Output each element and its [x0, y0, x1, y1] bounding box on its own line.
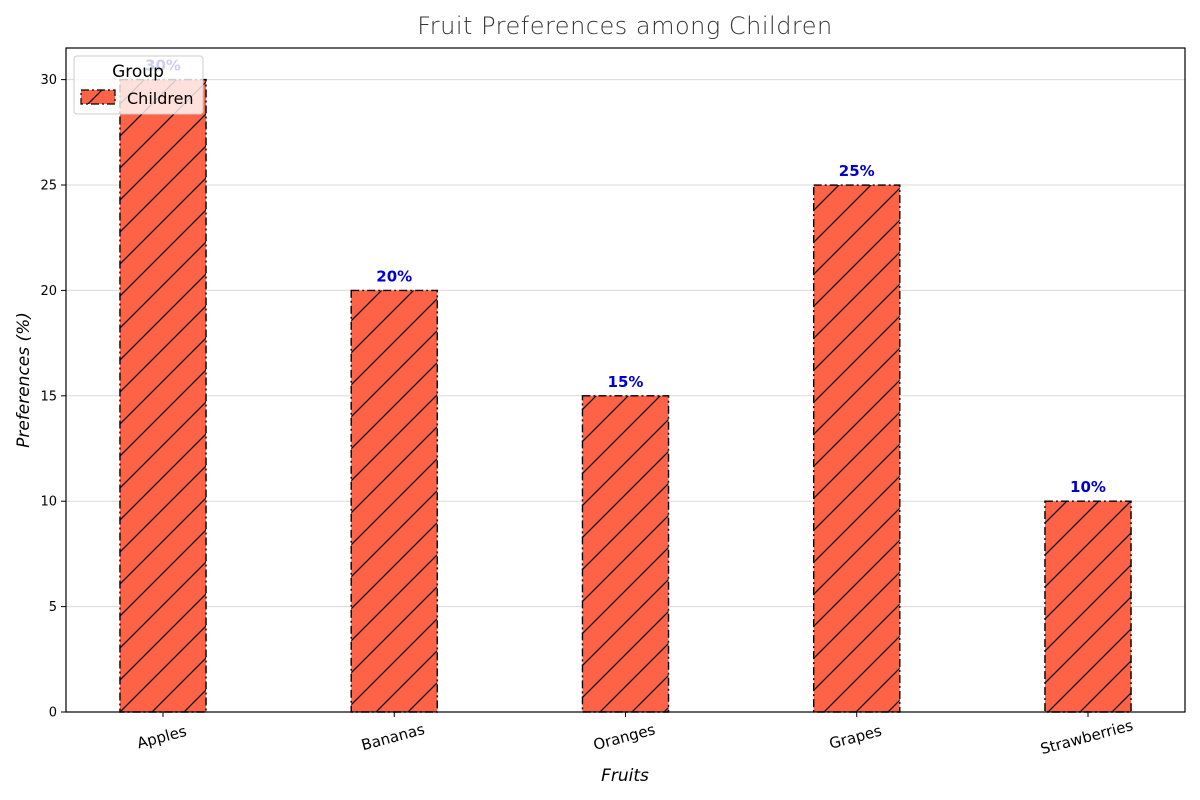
data-label-grapes: 25%: [839, 162, 875, 180]
bar-oranges: [581, 395, 670, 713]
y-tick-label: 10: [40, 495, 57, 510]
y-tick-label: 25: [40, 179, 57, 194]
plot-frame: [65, 47, 1186, 713]
y-tick-label: 0: [49, 706, 57, 721]
legend-label-children: Children: [127, 89, 194, 108]
data-label-bananas: 20%: [376, 267, 412, 285]
y-tick-label: 30: [40, 73, 57, 88]
y-tick-label: 15: [40, 389, 57, 404]
x-axis-label: Fruits: [601, 766, 649, 786]
data-label-oranges: 15%: [608, 373, 644, 391]
x-tick-label-oranges: Oranges: [591, 720, 657, 754]
x-tick-label-apples: Apples: [135, 722, 189, 753]
x-tick-label-grapes: Grapes: [827, 722, 884, 753]
bar-bananas: [350, 289, 438, 713]
x-tick-label-strawberries: Strawberries: [1038, 716, 1135, 758]
bar-strawberries: [1044, 500, 1132, 713]
legend: Group Children: [73, 55, 204, 115]
bar-apples: [119, 78, 207, 713]
y-tick-label: 20: [40, 284, 57, 299]
legend-swatch: [80, 89, 116, 105]
chart-title: Fruit Preferences among Children: [417, 12, 833, 40]
y-axis-label: Preferences (%): [14, 312, 34, 448]
data-label-strawberries: 10%: [1070, 478, 1106, 496]
x-tick-label-bananas: Bananas: [359, 720, 426, 754]
y-tick-label: 5: [49, 600, 57, 615]
bar-grapes: [813, 184, 901, 713]
legend-title: Group: [112, 62, 164, 82]
